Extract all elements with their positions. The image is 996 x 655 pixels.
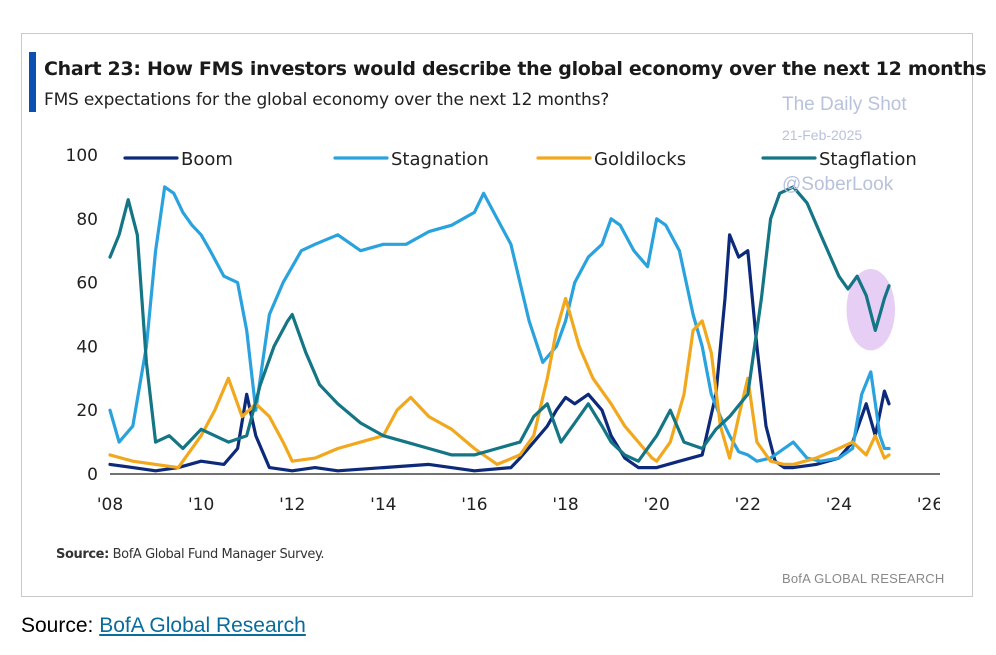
series-line-goldilocks — [108, 296, 891, 470]
x-tick-label: '20 — [644, 495, 670, 515]
source-link[interactable]: BofA Global Research — [99, 614, 306, 637]
chart-footnote: Source: BofA Global Fund Manager Survey. — [56, 547, 325, 562]
x-tick-label: '12 — [279, 495, 305, 515]
legend-label-stagflation: Stagflation — [819, 149, 917, 170]
watermark-name: The Daily Shot — [782, 94, 907, 115]
x-tick-label: '24 — [826, 495, 852, 515]
legend-label-goldilocks: Goldilocks — [594, 149, 686, 170]
y-tick-label: 0 — [87, 465, 98, 485]
source-label: Source: — [21, 614, 94, 637]
x-tick-label: '08 — [97, 495, 123, 515]
y-tick-label: 40 — [76, 337, 98, 357]
y-tick-label: 80 — [76, 210, 98, 230]
series-line-boom — [108, 233, 891, 473]
x-tick-label: '14 — [370, 495, 396, 515]
legend-label-stagnation: Stagnation — [391, 149, 489, 170]
line-chart: 0 20 40 60 80 100 '08 '10 '12 '14 '16 '18 '20 '22 '24 '… — [66, 146, 940, 515]
series-line-stagnation — [108, 185, 891, 463]
chart-card — [21, 33, 973, 597]
footnote-label: Source: — [56, 547, 109, 562]
y-tick-label: 100 — [66, 146, 98, 166]
title-accent-bar — [29, 52, 36, 112]
y-tick-label: 60 — [76, 274, 98, 294]
series-line-stagflation — [108, 185, 891, 463]
page-source-line: Source: BofA Global Research — [21, 614, 306, 638]
x-tick-label: '16 — [461, 495, 487, 515]
x-tick-label: '18 — [552, 495, 578, 515]
x-tick-label: '22 — [735, 495, 761, 515]
footnote-text: BofA Global Fund Manager Survey. — [112, 547, 325, 562]
chart-title: Chart 23: How FMS investors would descri… — [44, 58, 987, 80]
y-tick-label: 20 — [76, 401, 98, 421]
chart-subtitle: FMS expectations for the global economy … — [44, 90, 610, 110]
watermark-handle: @SoberLook — [782, 174, 894, 195]
brand-label: BofA GLOBAL RESEARCH — [782, 571, 945, 586]
watermark-date: 21-Feb-2025 — [782, 127, 863, 143]
x-tick-label: '10 — [188, 495, 214, 515]
x-tick-label: '26 — [917, 495, 940, 515]
legend-label-boom: Boom — [181, 149, 233, 170]
